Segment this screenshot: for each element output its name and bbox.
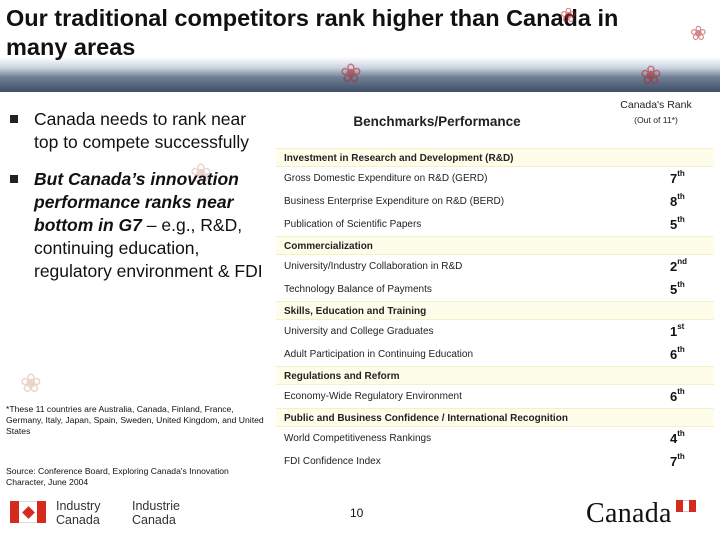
bullet-item: Canada needs to rank near top to compete… <box>10 108 272 154</box>
table-row: FDI Confidence Index 7th <box>276 450 714 473</box>
rank-value: 1st <box>670 322 685 339</box>
rank-suffix: th <box>677 345 685 354</box>
table-row: Business Enterprise Expenditure on R&D (… <box>276 190 714 213</box>
rank-suffix: th <box>677 429 685 438</box>
benchmark-label: World Competitiveness Rankings <box>284 433 432 444</box>
rank-suffix: nd <box>677 257 688 266</box>
table-body: Investment in Research and Development (… <box>276 148 714 473</box>
bullet-marker <box>10 115 18 123</box>
rank-value: 2nd <box>670 257 688 274</box>
rank-suffix: th <box>677 169 685 178</box>
maple-leaf-icon: ❀ <box>190 158 212 188</box>
benchmark-label: University and College Graduates <box>284 326 434 337</box>
maple-leaf-icon: ❀ <box>340 58 362 88</box>
signature-english: Industry Canada <box>56 499 101 527</box>
table-header: Benchmarks/Performance Canada's Rank (Ou… <box>276 94 714 148</box>
rank-value: 5th <box>670 215 685 232</box>
source-note: Source: Conference Board, Exploring Cana… <box>6 466 229 487</box>
section-header: Commercialization <box>276 236 714 255</box>
bullet-text: Canada needs to rank near top to compete… <box>34 109 249 152</box>
rank-suffix: th <box>677 387 685 396</box>
table-row: Gross Domestic Expenditure on R&D (GERD)… <box>276 167 714 190</box>
bullet-text: – e.g., R&D, continuing education, regul… <box>34 215 263 281</box>
table-row: Publication of Scientific Papers 5th <box>276 213 714 236</box>
maple-leaf-icon: ❀ <box>690 23 707 45</box>
benchmark-label: Business Enterprise Expenditure on R&D (… <box>284 196 505 207</box>
benchmark-label: Technology Balance of Payments <box>284 284 432 295</box>
bullet-emphasis: But Canada’s innovation performance rank… <box>34 169 239 235</box>
benchmark-label: Adult Participation in Continuing Educat… <box>284 349 474 360</box>
header-benchmarks: Benchmarks/Performance <box>353 113 521 129</box>
wordmark-flag-icon <box>676 500 697 512</box>
table-row: University and College Graduates 1st <box>276 320 714 343</box>
rank-value: 8th <box>670 192 685 209</box>
benchmark-label: Gross Domestic Expenditure on R&D (GERD) <box>284 173 488 184</box>
rank-value: 6th <box>670 345 685 362</box>
table-row: University/Industry Collaboration in R&D… <box>276 255 714 278</box>
ranking-table: Benchmarks/Performance Canada's Rank (Ou… <box>276 94 714 473</box>
section-header: Regulations and Reform <box>276 366 714 385</box>
rank-value: 7th <box>670 169 685 186</box>
signature-french: Industrie Canada <box>132 499 180 527</box>
canada-flag-icon <box>10 501 46 523</box>
rank-value: 5th <box>670 280 685 297</box>
maple-leaf-icon: ❀ <box>20 368 42 398</box>
maple-leaf-icon: ❀ <box>560 5 577 27</box>
bullet-item: But Canada’s innovation performance rank… <box>10 168 272 283</box>
header-rank: Canada's Rank (Out of 11*) <box>598 94 714 148</box>
rank-value: 7th <box>670 452 685 469</box>
benchmark-label: Economy-Wide Regulatory Environment <box>284 391 462 402</box>
title-banner <box>0 0 720 92</box>
benchmark-label: Publication of Scientific Papers <box>284 219 422 230</box>
benchmark-label: University/Industry Collaboration in R&D <box>284 261 463 272</box>
section-header: Skills, Education and Training <box>276 301 714 320</box>
government-signature: Industry Canada Industrie Canada <box>10 498 225 532</box>
rank-suffix: th <box>677 215 685 224</box>
table-row: Technology Balance of Payments 5th <box>276 278 714 301</box>
bullet-marker <box>10 175 18 183</box>
rank-value: 4th <box>670 429 685 446</box>
canada-wordmark: Canada <box>586 498 672 529</box>
page-number: 10 <box>350 506 364 520</box>
maple-leaf-icon: ❀ <box>640 60 662 90</box>
table-row: World Competitiveness Rankings 4th <box>276 427 714 450</box>
section-header: Public and Business Confidence / Interna… <box>276 408 714 427</box>
rank-suffix: th <box>677 280 685 289</box>
section-header: Investment in Research and Development (… <box>276 148 714 167</box>
rank-suffix: th <box>677 452 685 461</box>
slide-title: Our traditional competitors rank higher … <box>6 5 619 60</box>
rank-value: 6th <box>670 387 685 404</box>
header-rank-sub: (Out of 11*) <box>634 115 678 125</box>
table-row: Economy-Wide Regulatory Environment 6th <box>276 385 714 408</box>
table-row: Adult Participation in Continuing Educat… <box>276 343 714 366</box>
bullet-list: Canada needs to rank near top to compete… <box>10 108 272 297</box>
rank-suffix: st <box>677 322 685 331</box>
rank-suffix: th <box>677 192 685 201</box>
benchmark-label: FDI Confidence Index <box>284 456 381 467</box>
footnote: *These 11 countries are Australia, Canad… <box>6 404 264 436</box>
